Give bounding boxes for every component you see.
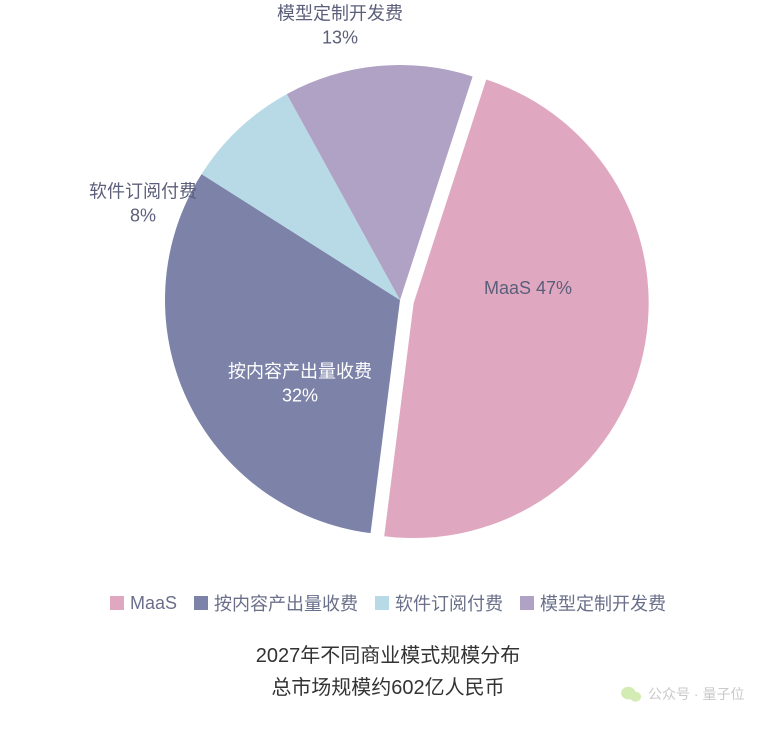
slice-label-text: 模型定制开发费: [277, 4, 403, 24]
source-watermark: 公众号 · 量子位: [620, 684, 744, 704]
slice-label-text: MaaS 47%: [484, 278, 572, 298]
legend-item-maas: MaaS: [110, 593, 177, 614]
legend-label: 软件订阅付费: [395, 590, 503, 616]
slice-label-custom-dev: 模型定制开发费 13%: [277, 2, 403, 51]
legend-item-subscription: 软件订阅付费: [375, 590, 503, 616]
slice-label-value: 32%: [282, 386, 318, 406]
pie-chart-figure: MaaS 47% 按内容产出量收费 32% 软件订阅付费 8% 模型定制开发费 …: [0, 0, 776, 734]
slice-label-value: 8%: [130, 206, 156, 226]
wechat-icon: [620, 685, 642, 703]
pie-chart-svg: [0, 0, 776, 734]
legend-swatch: [520, 596, 534, 610]
legend-label: 模型定制开发费: [540, 590, 666, 616]
slice-label-text: 软件订阅付费: [89, 182, 197, 202]
legend: MaaS 按内容产出量收费 软件订阅付费 模型定制开发费: [0, 590, 776, 616]
slice-label-maas: MaaS 47%: [484, 276, 572, 300]
watermark-text: 公众号 · 量子位: [648, 684, 744, 704]
legend-swatch: [194, 596, 208, 610]
slice-label-content-output: 按内容产出量收费 32%: [228, 360, 372, 409]
slice-label-value: 13%: [322, 28, 358, 48]
slice-label-text: 按内容产出量收费: [228, 362, 372, 382]
legend-swatch: [110, 596, 124, 610]
legend-label: 按内容产出量收费: [214, 590, 358, 616]
legend-item-custom-dev: 模型定制开发费: [520, 590, 666, 616]
legend-label: MaaS: [130, 593, 177, 614]
caption-line-1: 2027年不同商业模式规模分布: [0, 640, 776, 672]
legend-item-content-output: 按内容产出量收费: [194, 590, 358, 616]
legend-swatch: [375, 596, 389, 610]
slice-label-subscription: 软件订阅付费 8%: [89, 180, 197, 229]
